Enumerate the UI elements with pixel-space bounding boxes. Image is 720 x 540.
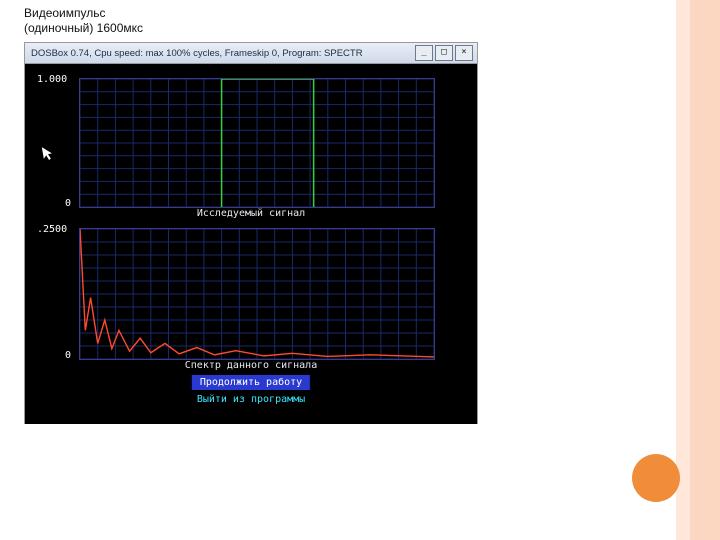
cursor-icon <box>42 145 56 163</box>
signal-y-top-label: 1.000 <box>37 74 67 85</box>
maximize-button[interactable]: □ <box>435 45 453 61</box>
continue-button[interactable]: Продолжить работу <box>191 374 311 391</box>
signal-plot-svg <box>80 79 434 207</box>
window-client-area: 1.000 0 Исследуемый сигнал .2500 0 Спект… <box>25 64 477 424</box>
decor-stripe-inner <box>676 0 690 540</box>
signal-plot <box>79 78 435 208</box>
close-button[interactable]: × <box>455 45 473 61</box>
window-buttons: _ □ × <box>415 45 473 61</box>
slide-root: Видеоимпульс (одиночный) 1600мкс DOSBox … <box>0 0 720 540</box>
spectrum-plot-svg <box>80 229 434 359</box>
slide-title-line2: (одиночный) 1600мкс <box>24 21 143 36</box>
signal-plot-caption: Исследуемый сигнал <box>25 208 477 219</box>
window-titlebar[interactable]: DOSBox 0.74, Cpu speed: max 100% cycles,… <box>25 43 477 64</box>
spectrum-plot-caption: Спектр данного сигнала <box>25 360 477 371</box>
minimize-button[interactable]: _ <box>415 45 433 61</box>
exit-button[interactable]: Выйти из программы <box>189 392 313 407</box>
decor-corner-dot <box>632 454 680 502</box>
slide-title: Видеоимпульс (одиночный) 1600мкс <box>24 6 143 36</box>
spectrum-plot <box>79 228 435 360</box>
window-title: DOSBox 0.74, Cpu speed: max 100% cycles,… <box>31 48 363 59</box>
decor-stripe-outer <box>690 0 720 540</box>
dosbox-window: DOSBox 0.74, Cpu speed: max 100% cycles,… <box>24 42 478 424</box>
slide-title-line1: Видеоимпульс <box>24 6 143 21</box>
spectrum-y-top-label: .2500 <box>37 224 67 235</box>
